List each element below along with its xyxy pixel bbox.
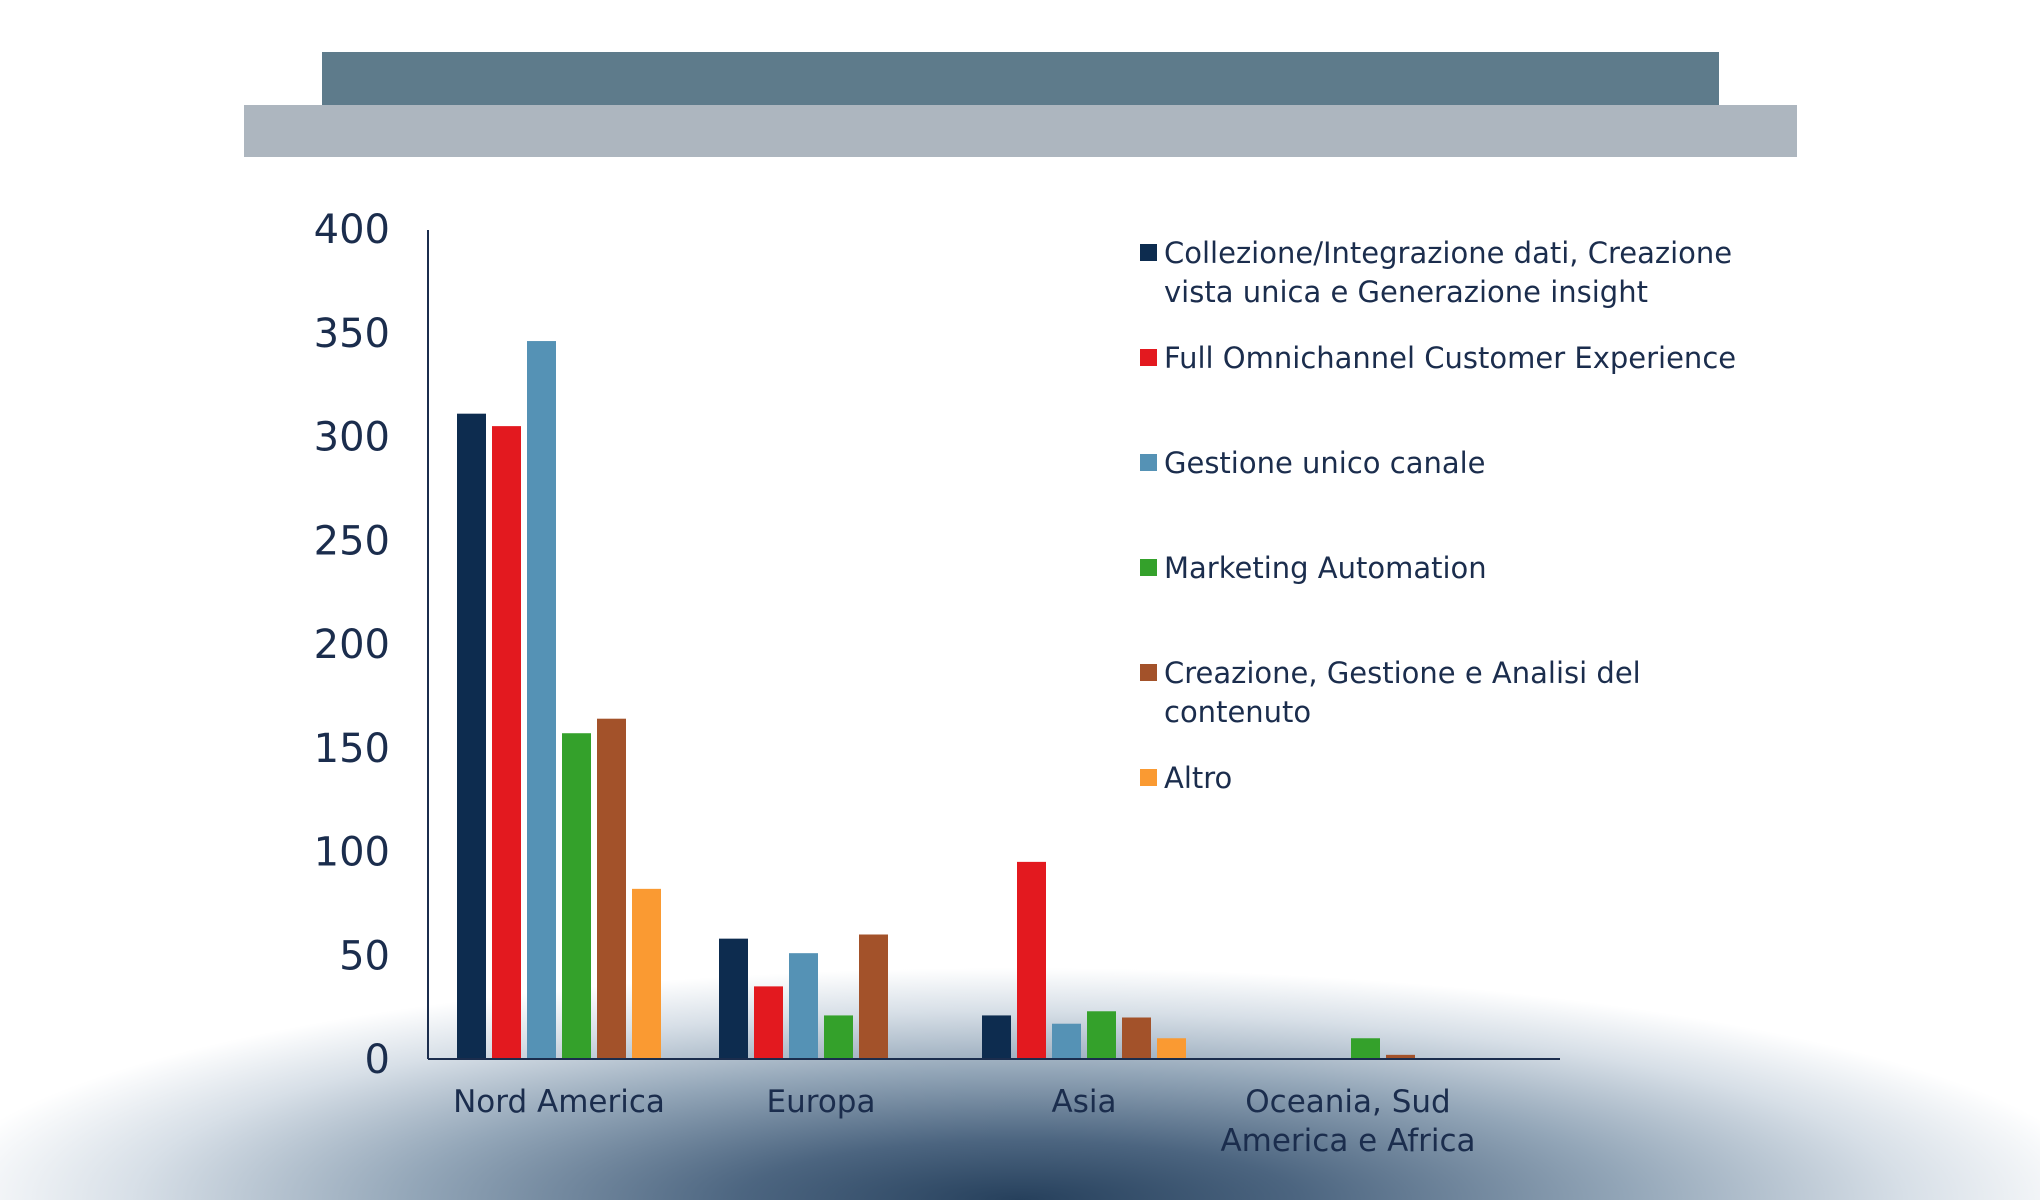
bar-3-1: [982, 1015, 1011, 1059]
legend-label: Collezione/Integrazione dati, Creazione v…: [1164, 236, 1732, 309]
y-tick-label: 250: [314, 518, 390, 564]
bar-3-3: [1052, 1023, 1081, 1059]
bar-1-3: [527, 341, 556, 1059]
legend-swatch: [1140, 559, 1157, 576]
legend-label-line: Marketing Automation: [1164, 551, 1487, 585]
header-banner-bottom: [244, 105, 1797, 157]
legend-label-line: vista unica e Generazione insight: [1164, 275, 1648, 309]
bar-3-5: [1122, 1017, 1151, 1059]
bars-group: [457, 341, 1415, 1059]
bar-2-5: [859, 934, 888, 1059]
y-tick-label: 300: [314, 415, 390, 461]
legend: Collezione/Integrazione dati, Creazione v…: [1140, 236, 1736, 795]
x-category-label: Nord America: [453, 1084, 665, 1120]
legend-swatch: [1140, 454, 1157, 471]
y-tick-label: 350: [314, 311, 390, 357]
x-category-label-line: Asia: [1052, 1084, 1117, 1120]
y-tick-label: 400: [314, 207, 390, 253]
x-category-label: Oceania, Sud America e Africa: [1220, 1084, 1475, 1159]
legend-label-line: Full Omnichannel Customer Experience: [1164, 341, 1736, 375]
x-category-label: Europa: [767, 1084, 876, 1120]
x-axis-categories: Nord America Europa Asia Oceania, Sud Americ…: [453, 1084, 1475, 1159]
bar-2-2: [754, 986, 783, 1059]
x-category-label-line: Nord America: [453, 1084, 665, 1120]
bar-1-1: [457, 413, 486, 1059]
legend-label: Marketing Automation: [1164, 551, 1487, 585]
legend-swatch: [1140, 349, 1157, 366]
y-tick-label: 50: [339, 933, 390, 979]
y-tick-label: 200: [314, 622, 390, 668]
bar-1-4: [562, 733, 591, 1059]
legend-swatch: [1140, 244, 1157, 261]
bar-4-4: [1351, 1038, 1380, 1059]
y-tick-label: 100: [314, 830, 390, 876]
y-axis-ticks: 0 50 100 150 200 250 300 350 400: [314, 207, 390, 1083]
bar-3-2: [1017, 861, 1046, 1059]
bar-2-4: [824, 1015, 853, 1059]
header-banner-top: [322, 52, 1719, 105]
legend-label: Gestione unico canale: [1164, 446, 1486, 480]
legend-label: Altro: [1164, 761, 1232, 795]
bar-1-6: [632, 888, 661, 1059]
bar-4-5: [1386, 1054, 1415, 1059]
legend-swatch: [1140, 769, 1157, 786]
bar-3-4: [1087, 1011, 1116, 1059]
y-tick-label: 150: [314, 726, 390, 772]
bar-2-1: [719, 938, 748, 1059]
legend-label-line: Creazione, Gestione e Analisi del: [1164, 656, 1641, 690]
bar-1-5: [597, 718, 626, 1059]
legend-label: Creazione, Gestione e Analisi del contenu…: [1164, 656, 1641, 729]
legend-swatch: [1140, 664, 1157, 681]
legend-label-line: Altro: [1164, 761, 1232, 795]
legend-label: Full Omnichannel Customer Experience: [1164, 341, 1736, 375]
bar-1-2: [492, 426, 521, 1059]
x-category-label-line: Oceania, Sud: [1245, 1084, 1450, 1120]
x-category-label: Asia: [1052, 1084, 1117, 1120]
x-category-label-line: Europa: [767, 1084, 876, 1120]
legend-label-line: contenuto: [1164, 695, 1311, 729]
bar-2-3: [789, 953, 818, 1059]
y-tick-label: 0: [365, 1037, 390, 1083]
bar-3-6: [1157, 1038, 1186, 1059]
legend-label-line: Collezione/Integrazione dati, Creazione: [1164, 236, 1732, 270]
legend-label-line: Gestione unico canale: [1164, 446, 1486, 480]
x-category-label-line: America e Africa: [1220, 1123, 1475, 1159]
